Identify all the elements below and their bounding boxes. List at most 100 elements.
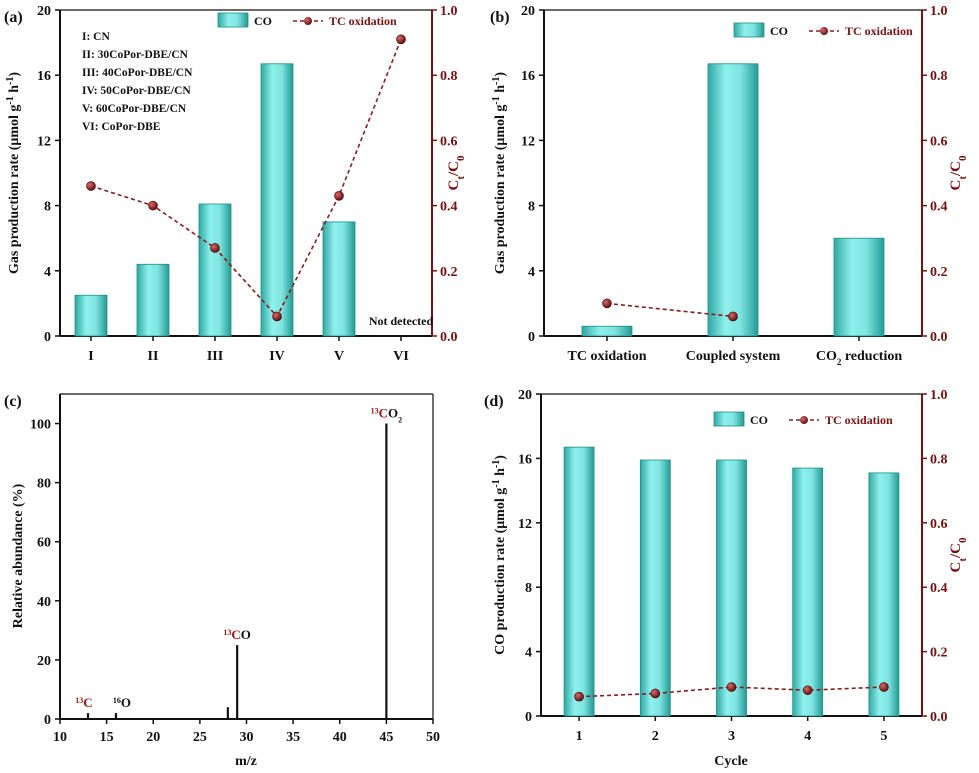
x-tick-label: TC oxidation	[568, 349, 647, 364]
y2-tick-label: 0.0	[930, 330, 948, 345]
legend-label-tc: TC oxidation	[825, 413, 893, 427]
y-tick-label: 20	[37, 4, 51, 19]
x-tick-label: 20	[146, 730, 160, 745]
y-tick-label: 40	[37, 595, 51, 610]
tc-oxidation-point	[650, 688, 661, 699]
legend-label-co: CO	[770, 24, 788, 38]
legend-label-co: CO	[254, 14, 272, 28]
sample-label: IV: 50CoPor-DBE/CN	[82, 85, 191, 97]
x-tick-label: IV	[269, 349, 285, 364]
x-tick-label: 35	[286, 730, 300, 745]
legend-label-co: CO	[750, 413, 768, 427]
y2-tick-label: 0.2	[440, 265, 458, 280]
tc-oxidation-point	[334, 191, 344, 201]
y2-tick-label: 1.0	[930, 4, 948, 19]
y-axis-label: Gas production rate (μmol g-1 h-1)	[5, 72, 23, 274]
tc-oxidation-point	[272, 311, 282, 322]
x-tick-label: 3	[728, 729, 735, 744]
x-tick-label: 15	[100, 730, 114, 745]
y-tick-label: 60	[37, 536, 51, 551]
y2-tick-label: 0.6	[930, 517, 948, 532]
x-tick-label: 10	[53, 730, 67, 745]
sample-label: V: 60CoPor-DBE/CN	[82, 103, 187, 115]
bar	[563, 446, 595, 717]
tc-oxidation-point	[879, 682, 889, 692]
bar	[707, 63, 759, 337]
tc-oxidation-point	[802, 685, 813, 696]
tc-oxidation-point	[602, 298, 612, 309]
peak-label: 13C	[75, 695, 92, 710]
y2-axis-label: Ct/C0	[446, 155, 467, 191]
bar	[136, 263, 170, 337]
x-tick-label: 4	[804, 729, 811, 744]
y2-tick-label: 0.4	[930, 200, 948, 215]
bar	[833, 237, 885, 337]
tc-oxidation-point	[210, 243, 220, 253]
y-tick-label: 8	[44, 200, 51, 215]
x-tick-label: 5	[880, 729, 887, 744]
y2-tick-label: 0.6	[930, 134, 948, 149]
y2-tick-label: 1.0	[930, 388, 948, 403]
x-tick-label: CO2 reduction	[816, 349, 903, 367]
x-tick-label: 2	[652, 729, 659, 744]
bar	[322, 221, 356, 337]
y2-tick-label: 0.4	[930, 581, 948, 596]
y-tick-label: 16	[37, 69, 51, 84]
panel-label: (d)	[484, 393, 504, 410]
y2-axis-label: Ct/C0	[948, 155, 969, 191]
bar	[581, 325, 633, 337]
legend-bar-swatch	[733, 22, 765, 38]
bar	[74, 294, 108, 337]
y2-tick-label: 0.2	[930, 265, 948, 280]
legend-bar-swatch	[713, 411, 745, 427]
tc-oxidation-point	[148, 200, 158, 211]
y-tick-label: 4	[528, 265, 535, 280]
not-detected-note: Not detected	[369, 314, 434, 328]
y-axis-label: CO production rate (μmol g-1 h-1)	[491, 455, 509, 655]
y-tick-label: 12	[37, 134, 51, 149]
tc-oxidation-point	[574, 691, 584, 702]
y-tick-label: 0	[528, 330, 535, 345]
tc-oxidation-point	[396, 34, 406, 45]
bar	[260, 63, 294, 337]
x-axis-label: Cycle	[714, 754, 747, 769]
legend-bar-swatch	[217, 12, 249, 28]
y-tick-label: 100	[30, 418, 51, 433]
x-tick-label: III	[207, 349, 223, 364]
x-tick-label: 45	[379, 730, 393, 745]
x-tick-label: Coupled system	[686, 349, 781, 364]
panel-c: 0 20 40 60 80 100 10 15 20 25 30 35 40 45 50 13C 16O 13CO…	[4, 393, 440, 769]
y2-tick-label: 0.8	[930, 452, 948, 467]
tc-oxidation-point	[726, 682, 737, 692]
sample-label: II: 30CoPor-DBE/CN	[82, 49, 189, 61]
y-tick-label: 0	[525, 710, 532, 725]
y2-tick-label: 0.8	[930, 69, 948, 84]
y2-tick-label: 0.2	[930, 646, 948, 661]
y2-tick-label: 0.6	[440, 134, 458, 149]
y-tick-label: 12	[521, 134, 535, 149]
legend-dot-swatch	[304, 17, 312, 25]
y-tick-label: 0	[44, 713, 51, 728]
tc-oxidation-line	[579, 686, 884, 698]
x-tick-label: 30	[240, 730, 254, 745]
y-tick-label: 12	[518, 517, 532, 532]
x-tick-label: I	[88, 349, 93, 364]
x-tick-label: II	[148, 349, 159, 364]
y-tick-label: 20	[521, 4, 535, 19]
sample-label: I: CN	[82, 31, 110, 43]
legend-dot-swatch	[800, 416, 808, 424]
y2-tick-label: 0.4	[440, 200, 458, 215]
y-tick-label: 8	[525, 581, 532, 596]
legend-label-tc: TC oxidation	[329, 14, 397, 28]
x-tick-label: 40	[333, 730, 347, 745]
y2-tick-label: 0.8	[440, 69, 458, 84]
bar	[868, 472, 900, 717]
bar	[716, 459, 747, 717]
y-tick-label: 20	[37, 654, 51, 669]
panel-label: (c)	[4, 393, 22, 410]
tc-oxidation-point	[86, 181, 96, 191]
y-tick-label: 80	[37, 477, 51, 492]
